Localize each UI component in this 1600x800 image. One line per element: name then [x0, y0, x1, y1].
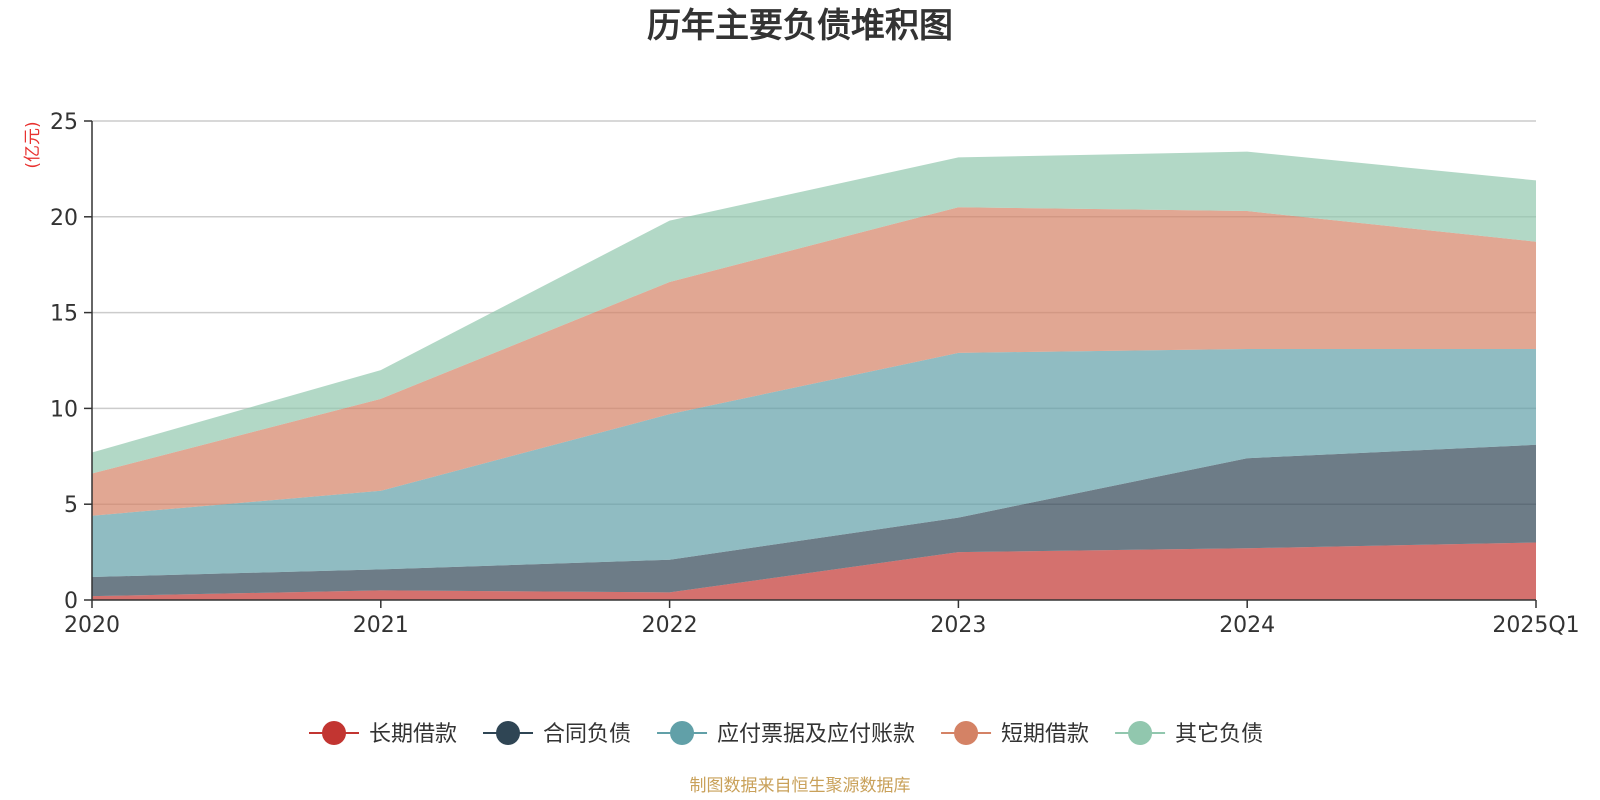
legend-label: 合同负债: [543, 722, 631, 747]
x-tick-label: 2023: [930, 613, 986, 638]
x-tick-label: 2022: [642, 613, 698, 638]
legend-item-2[interactable]: 合同负债: [483, 721, 631, 747]
data-source-note: 制图数据来自恒生聚源数据库: [690, 776, 911, 796]
x-tick-label: 2025Q1: [1492, 613, 1579, 638]
axes: 0 5 10 15 20 25 2020 2021 2022 2023 2024 2025Q1: [50, 110, 1580, 638]
area-series-4: [92, 207, 1536, 516]
area-series-1: [92, 542, 1536, 600]
legend-item-5[interactable]: 其它负债: [1115, 721, 1263, 747]
legend-item-3[interactable]: 应付票据及应付账款: [657, 721, 915, 747]
legend-label: 短期借款: [1001, 722, 1089, 747]
area-series-3: [92, 349, 1536, 578]
y-tick-label: 10: [50, 397, 78, 422]
legend-label: 其它负债: [1175, 722, 1263, 747]
legend-marker: [496, 721, 521, 745]
x-tick-label: 2024: [1219, 613, 1275, 638]
chart-title: 历年主要负债堆积图: [647, 6, 953, 46]
legend-label: 长期借款: [369, 722, 457, 747]
legend-marker: [670, 721, 695, 745]
y-axis-unit-label: (亿元): [23, 121, 43, 168]
legend-marker: [954, 721, 979, 745]
legend-item-4[interactable]: 短期借款: [941, 721, 1089, 747]
legend: 长期借款 合同负债 应付票据及应付账款 短期借款 其它负债: [309, 721, 1263, 747]
area-series-5: [92, 151, 1536, 474]
y-tick-label: 5: [64, 493, 78, 518]
area-series-group: [92, 151, 1536, 600]
y-tick-label: 25: [50, 110, 78, 135]
y-tick-label: 15: [50, 302, 78, 327]
x-tick-label: 2021: [353, 613, 409, 638]
area-series-2: [92, 444, 1536, 597]
legend-item-1[interactable]: 长期借款: [309, 721, 457, 747]
legend-marker: [322, 721, 346, 745]
y-tick-label: 0: [64, 589, 78, 614]
x-tick-label: 2020: [64, 613, 120, 638]
legend-label: 应付票据及应付账款: [717, 722, 915, 747]
y-tick-label: 20: [50, 206, 78, 231]
legend-marker: [1128, 721, 1153, 745]
